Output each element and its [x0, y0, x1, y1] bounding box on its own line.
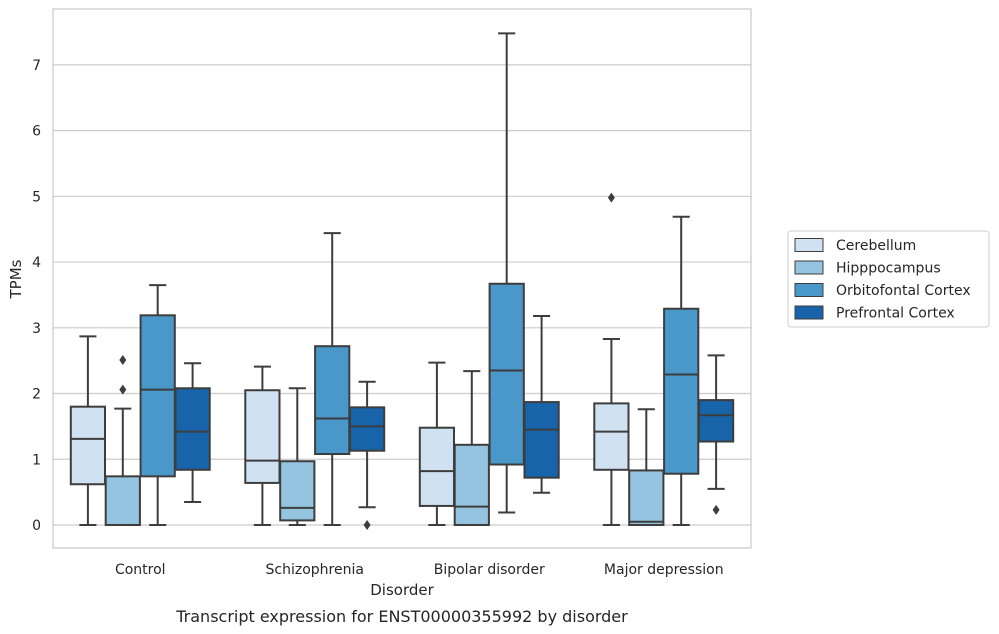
legend: Cerebellum Hipppocampus Orbitofontal Corte…: [787, 230, 990, 328]
series-hipppocampus: [104, 355, 665, 526]
y-tick-label: 0: [32, 518, 41, 534]
legend-frame: [787, 230, 990, 328]
series-orbitofontal-cortex: [139, 32, 700, 526]
box: [418, 426, 456, 507]
x-tick-labels: Control Schizophrenia Bipolar disorder Majo…: [115, 562, 724, 578]
y-tick-labels: 0 1 2 3 4 5 6 7: [32, 58, 41, 534]
legend-label: Orbitofontal Cortex: [836, 283, 971, 299]
outlier-point: [607, 192, 615, 203]
y-tick-label: 6: [32, 124, 41, 140]
x-axis-label: Disorder: [370, 581, 434, 599]
outlier-point: [119, 355, 127, 366]
box: [69, 405, 107, 486]
legend-label: Prefrontal Cortex: [836, 306, 955, 322]
box: [453, 443, 490, 526]
y-tick-label: 2: [32, 387, 41, 403]
plot-frame: [52, 8, 752, 549]
chart-caption: Transcript expression for ENST0000035599…: [175, 607, 628, 626]
y-tick-label: 1: [32, 452, 41, 468]
y-tick-label: 7: [32, 58, 41, 74]
box-series: [69, 32, 735, 530]
box: [139, 314, 176, 478]
box: [104, 475, 141, 526]
legend-label: Hipppocampus: [836, 261, 941, 277]
y-tick-label: 3: [32, 321, 41, 337]
x-tick-label: Major depression: [604, 562, 724, 578]
legend-swatch: [794, 305, 824, 320]
x-tick-label: Bipolar disorder: [434, 562, 545, 578]
box: [628, 469, 665, 526]
outlier-point: [119, 384, 127, 395]
box: [314, 345, 351, 456]
y-axis-label: TPMs: [7, 259, 25, 299]
legend-label: Cerebellum: [836, 238, 916, 254]
box: [593, 402, 630, 471]
box: [279, 460, 316, 522]
box: [488, 282, 525, 466]
box: [348, 406, 386, 452]
series-prefrontal-cortex: [174, 314, 735, 530]
legend-swatch: [794, 238, 824, 252]
x-tick-label: Control: [115, 562, 166, 578]
box: [244, 389, 281, 484]
y-tick-label: 4: [32, 255, 41, 271]
box: [174, 387, 211, 471]
y-tick-label: 5: [32, 189, 41, 205]
outlier-point: [363, 519, 371, 530]
legend-swatch: [794, 260, 824, 275]
box: [523, 401, 560, 479]
legend-swatch: [794, 283, 824, 297]
x-tick-label: Schizophrenia: [266, 562, 364, 578]
box: [663, 307, 700, 475]
series-cerebellum: [69, 192, 630, 526]
outlier-point: [712, 504, 720, 515]
box: [697, 399, 735, 443]
